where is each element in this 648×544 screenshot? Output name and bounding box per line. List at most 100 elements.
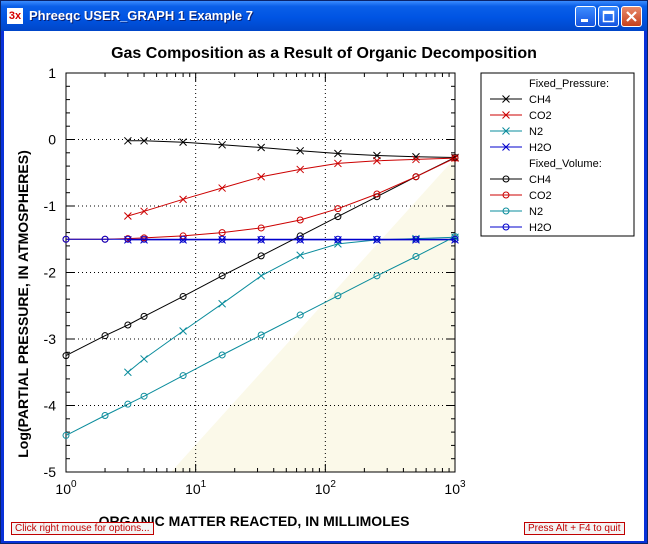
data-point bbox=[124, 235, 132, 243]
data-point bbox=[218, 229, 226, 237]
data-point bbox=[412, 235, 420, 243]
x-tick-exponent: 3 bbox=[460, 479, 466, 490]
data-point bbox=[124, 212, 132, 220]
data-point bbox=[296, 311, 304, 319]
data-point bbox=[257, 224, 265, 232]
minimize-button[interactable] bbox=[575, 6, 596, 27]
data-point bbox=[101, 332, 109, 340]
data-point bbox=[373, 190, 381, 198]
data-point bbox=[140, 136, 148, 145]
x-tick-exponent: 0 bbox=[71, 479, 77, 490]
legend-group-title: Fixed_Pressure: bbox=[529, 78, 609, 90]
data-point bbox=[179, 195, 187, 204]
chart: Gas Composition as a Result of Organic D… bbox=[15, 45, 635, 529]
x-tick-labels: 100 101 102 103 bbox=[55, 479, 466, 497]
legend-marker bbox=[502, 95, 510, 103]
data-point bbox=[334, 235, 342, 243]
legend-group-title: Fixed_Volume: bbox=[529, 158, 602, 170]
graph-pane[interactable]: Gas Composition as a Result of Organic D… bbox=[4, 31, 644, 541]
series-line bbox=[65, 157, 456, 357]
x-tick-label: 103 bbox=[444, 479, 466, 497]
data-point bbox=[179, 327, 187, 335]
data-point bbox=[334, 205, 342, 213]
data-point bbox=[62, 352, 70, 360]
y-tick-label: -3 bbox=[44, 331, 57, 347]
maximize-button[interactable] bbox=[598, 6, 619, 27]
data-point bbox=[218, 299, 226, 308]
data-point bbox=[140, 355, 148, 363]
data-point bbox=[62, 235, 70, 243]
y-tick-label: -5 bbox=[44, 464, 57, 480]
app-icon: 3x bbox=[7, 8, 23, 24]
legend-entry-label: CO2 bbox=[529, 190, 552, 202]
data-point bbox=[218, 184, 226, 192]
legend-marker bbox=[502, 143, 510, 151]
series-x-co2 bbox=[124, 154, 459, 220]
y-tick-label: 1 bbox=[48, 65, 56, 81]
data-point bbox=[179, 138, 187, 147]
series-line bbox=[66, 157, 456, 240]
x-tick-label: 101 bbox=[185, 479, 207, 497]
y-tick-labels: 1 0 -1 -2 -3 -4 -5 bbox=[44, 65, 57, 480]
legend-entry-label: N2 bbox=[529, 206, 543, 218]
series-line bbox=[127, 140, 456, 158]
legend-entry-label: CH4 bbox=[529, 174, 551, 186]
minimize-icon bbox=[581, 19, 588, 22]
data-point bbox=[334, 149, 342, 158]
data-point bbox=[296, 216, 304, 224]
x-tick-base: 10 bbox=[444, 481, 460, 497]
y-tick-label: -2 bbox=[44, 265, 57, 281]
data-point bbox=[451, 235, 459, 243]
data-point bbox=[140, 235, 148, 243]
series-line bbox=[65, 236, 456, 436]
y-axis-label: Log(PARTIAL PRESSURE, IN ATMOSPHERES) bbox=[15, 150, 31, 458]
legend-entry-label: N2 bbox=[529, 126, 543, 138]
data-point bbox=[257, 235, 265, 243]
legend[interactable]: Fixed_Pressure: CH4 CO2 N2 H2O Fixed_Volume: C… bbox=[480, 72, 635, 237]
data-point bbox=[257, 252, 265, 260]
series-line bbox=[127, 157, 456, 217]
x-tick-exponent: 2 bbox=[330, 479, 336, 490]
series-x-ch4 bbox=[124, 136, 459, 162]
x-tick-base: 10 bbox=[315, 481, 331, 497]
data-point bbox=[296, 251, 305, 260]
data-point bbox=[218, 140, 226, 149]
data-point bbox=[124, 136, 132, 145]
legend-entry-label: CO2 bbox=[529, 110, 552, 122]
data-point bbox=[296, 146, 305, 155]
title-bar[interactable]: 3x Phreeqc USER_GRAPH 1 Example 7 bbox=[1, 1, 647, 31]
legend-marker bbox=[502, 175, 510, 183]
data-point bbox=[218, 351, 226, 359]
x-tick-base: 10 bbox=[55, 481, 71, 497]
series-o-ch4 bbox=[62, 153, 459, 360]
window-title: Phreeqc USER_GRAPH 1 Example 7 bbox=[29, 8, 253, 23]
data-point bbox=[373, 272, 381, 280]
data-point bbox=[412, 155, 420, 164]
data-point bbox=[257, 271, 266, 280]
legend-entry-label: H2O bbox=[529, 222, 552, 234]
y-tick-label: 0 bbox=[48, 132, 56, 148]
x-tick-label: 100 bbox=[55, 479, 77, 497]
data-point bbox=[101, 235, 109, 243]
y-tick-label: -1 bbox=[44, 198, 57, 214]
data-point bbox=[373, 235, 381, 243]
data-point bbox=[257, 172, 266, 181]
maximize-icon bbox=[602, 10, 615, 23]
options-hint[interactable]: Click right mouse for options... bbox=[11, 522, 154, 535]
series-o-h2o bbox=[62, 235, 459, 243]
data-point bbox=[140, 392, 148, 400]
close-button[interactable] bbox=[621, 6, 642, 27]
x-tick-base: 10 bbox=[185, 481, 201, 497]
legend-marker bbox=[502, 191, 510, 199]
legend-entry-label: H2O bbox=[529, 142, 552, 154]
data-point bbox=[296, 165, 305, 174]
data-point bbox=[140, 312, 148, 320]
data-point bbox=[257, 143, 266, 152]
legend-entry-label: CH4 bbox=[529, 94, 551, 106]
series-o-n2 bbox=[62, 233, 459, 439]
data-point bbox=[334, 159, 342, 168]
x-axis-label: ORGANIC MATTER REACTED, IN MILLIMOLES bbox=[99, 513, 410, 529]
data-point bbox=[124, 368, 132, 377]
legend-marker bbox=[502, 127, 510, 135]
